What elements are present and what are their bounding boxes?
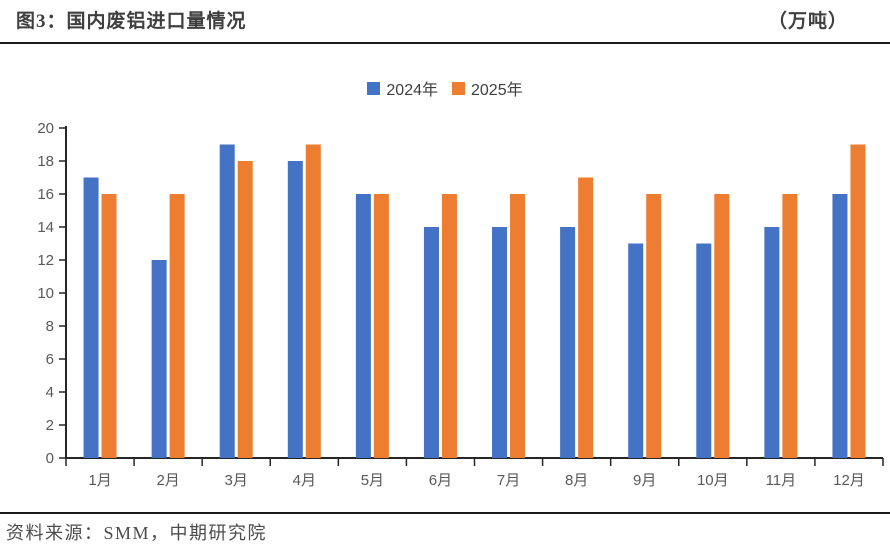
bar-2025年-9月 — [646, 194, 662, 458]
y-tick-label-12: 12 — [37, 252, 54, 269]
bar-2025年-6月 — [441, 194, 457, 458]
bar-2024年-9月 — [628, 243, 644, 458]
x-category-label-8月: 8月 — [565, 472, 588, 489]
y-tick-label-8: 8 — [46, 318, 54, 335]
x-category-label-2月: 2月 — [156, 472, 179, 489]
y-tick-label-0: 0 — [46, 450, 54, 467]
bar-2024年-12月 — [832, 194, 848, 458]
bar-2025年-2月 — [169, 194, 185, 458]
figure-unit-label: （万吨） — [767, 11, 848, 32]
x-category-label-7月: 7月 — [497, 472, 520, 489]
x-category-label-6月: 6月 — [429, 472, 452, 489]
x-category-label-4月: 4月 — [293, 472, 316, 489]
legend-item-2024: 2024年 — [367, 76, 438, 100]
legend-swatch-2025 — [452, 81, 465, 95]
chart-legend: 2024年 2025年 — [0, 76, 890, 100]
legend-label-2024: 2024年 — [386, 82, 438, 99]
bar-2024年-11月 — [764, 227, 780, 458]
x-category-label-10月: 10月 — [697, 472, 729, 489]
bar-2024年-3月 — [219, 144, 235, 458]
bar-2024年-6月 — [423, 227, 439, 458]
legend-swatch-2024 — [367, 81, 381, 95]
bar-2025年-3月 — [237, 161, 253, 458]
x-category-label-5月: 5月 — [361, 472, 384, 489]
title-divider — [0, 42, 890, 44]
bar-2024年-5月 — [355, 194, 371, 458]
y-tick-label-14: 14 — [37, 219, 54, 236]
source-note: 资料来源：SMM，中期研究院 — [6, 523, 268, 543]
bar-2025年-8月 — [578, 177, 594, 458]
bar-2025年-10月 — [714, 194, 730, 458]
bar-2025年-7月 — [510, 194, 526, 458]
bar-2025年-1月 — [101, 194, 117, 458]
y-tick-label-18: 18 — [37, 153, 54, 170]
bar-2024年-4月 — [287, 161, 303, 458]
bar-2025年-11月 — [782, 194, 798, 458]
x-category-label-11月: 11月 — [766, 472, 797, 489]
bar-2025年-4月 — [305, 144, 321, 458]
bar-2025年-12月 — [850, 144, 866, 458]
y-tick-label-16: 16 — [37, 186, 54, 203]
bar-2024年-10月 — [696, 243, 712, 458]
x-category-label-3月: 3月 — [225, 472, 248, 489]
y-tick-label-6: 6 — [46, 351, 54, 368]
bar-2024年-1月 — [83, 177, 99, 458]
figure-header: 图3：国内废铝进口量情况 （万吨） — [0, 6, 890, 33]
y-tick-label-4: 4 — [46, 384, 54, 401]
y-tick-label-2: 2 — [46, 417, 54, 434]
legend-item-2025: 2025年 — [452, 76, 523, 100]
bar-2024年-8月 — [560, 227, 576, 458]
figure-title: 图3：国内废铝进口量情况 — [16, 11, 247, 32]
x-category-label-9月: 9月 — [633, 472, 656, 489]
footer-divider — [0, 512, 890, 514]
bar-2025年-5月 — [373, 194, 389, 458]
x-category-label-1月: 1月 — [88, 472, 111, 489]
bar-2024年-2月 — [151, 260, 167, 458]
bar-2024年-7月 — [492, 227, 508, 458]
y-tick-label-20: 20 — [37, 120, 54, 137]
x-category-label-12月: 12月 — [833, 472, 865, 489]
legend-label-2025: 2025年 — [471, 82, 523, 99]
y-tick-label-10: 10 — [37, 285, 54, 302]
